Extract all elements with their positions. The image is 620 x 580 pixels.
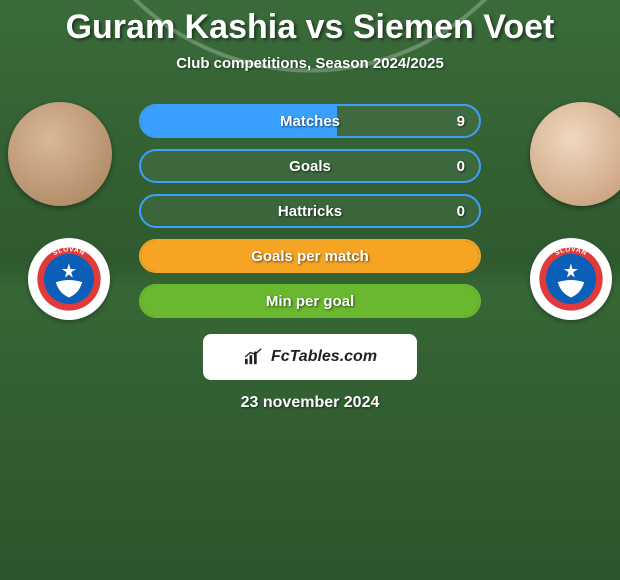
- watermark: FcTables.com: [203, 334, 417, 380]
- player-right-avatar: [530, 102, 620, 206]
- stat-bar-goals: Goals 0: [139, 149, 481, 183]
- watermark-text: FcTables.com: [271, 348, 377, 366]
- slovan-logo-icon: SLOVAN: [538, 246, 604, 312]
- stat-bar-matches: Matches 9: [139, 104, 481, 138]
- comparison-panel: SLOVAN SLOVAN Matches 9 Goals 0 Hattrick…: [0, 104, 620, 412]
- stat-label: Goals: [141, 151, 479, 181]
- club-badge-right: SLOVAN: [530, 238, 612, 320]
- stat-bar-goals-per-match: Goals per match: [139, 239, 481, 273]
- stat-label: Goals per match: [141, 241, 479, 271]
- chart-icon: [243, 348, 265, 366]
- stat-value: 9: [457, 106, 465, 136]
- player-left-avatar: [8, 102, 112, 206]
- subtitle: Club competitions, Season 2024/2025: [0, 55, 620, 72]
- stat-bar-min-per-goal: Min per goal: [139, 284, 481, 318]
- stat-label: Matches: [141, 106, 479, 136]
- stat-value: 0: [457, 196, 465, 226]
- stat-value: 0: [457, 151, 465, 181]
- date-text: 23 november 2024: [0, 394, 620, 412]
- stats-bars: Matches 9 Goals 0 Hattricks 0 Goals per …: [139, 104, 481, 318]
- stat-label: Hattricks: [141, 196, 479, 226]
- slovan-logo-icon: SLOVAN: [36, 246, 102, 312]
- page-title: Guram Kashia vs Siemen Voet: [0, 0, 620, 47]
- stat-bar-hattricks: Hattricks 0: [139, 194, 481, 228]
- stat-label: Min per goal: [141, 286, 479, 316]
- club-badge-left: SLOVAN: [28, 238, 110, 320]
